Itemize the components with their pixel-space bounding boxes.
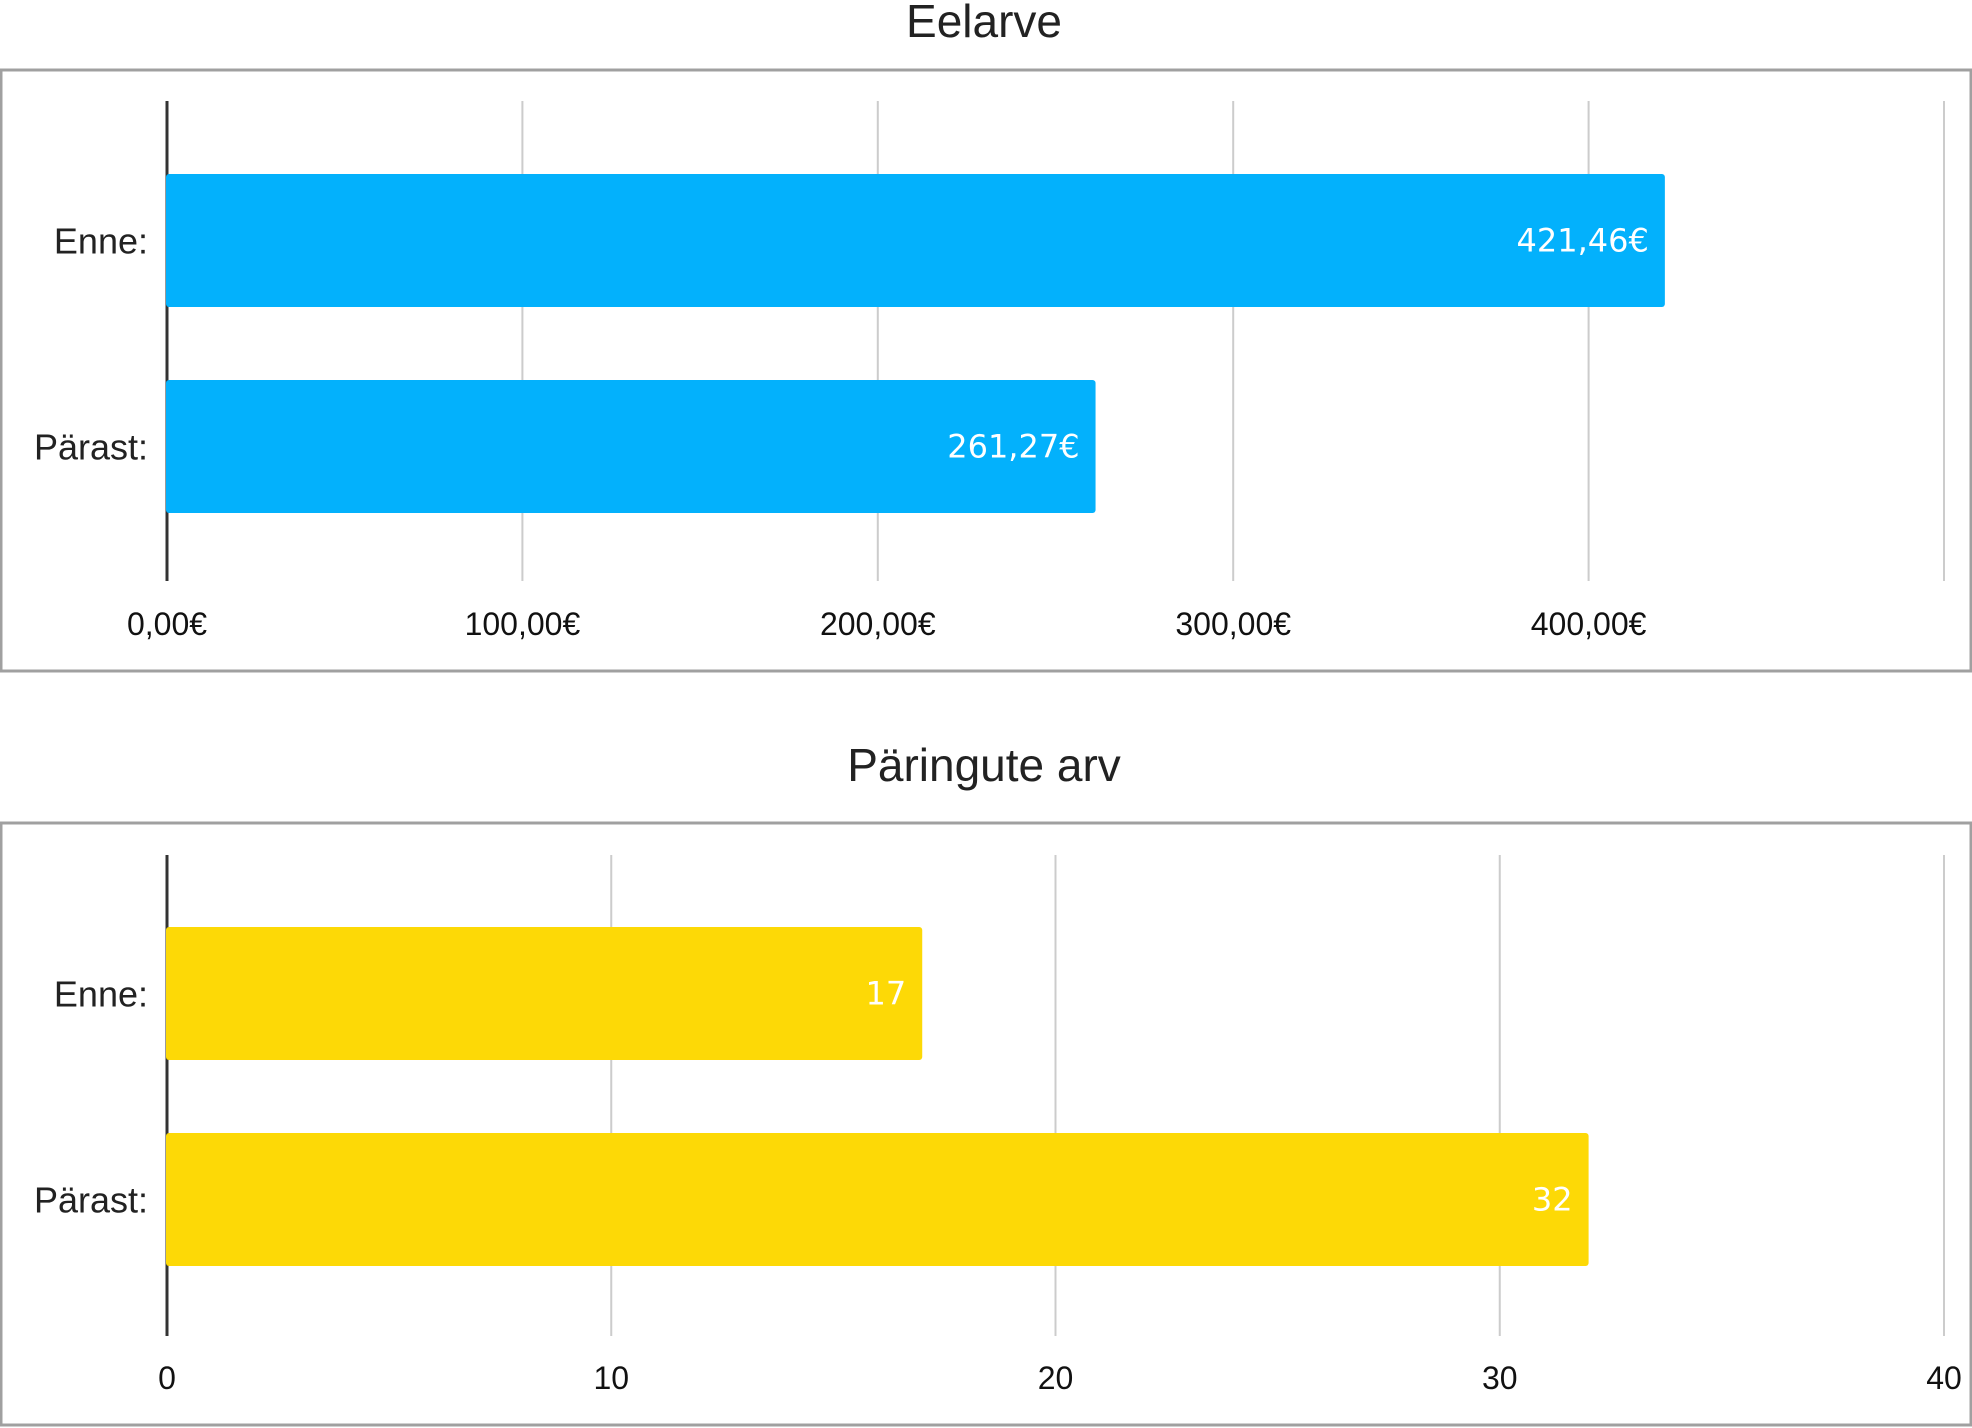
x-tick-label: 0 <box>158 1360 176 1396</box>
data-label: 32 <box>1532 1181 1573 1219</box>
x-tick-label: 100,00€ <box>465 606 581 642</box>
bar <box>166 380 1096 513</box>
data-label: 261,27€ <box>947 428 1079 466</box>
x-tick-label: 10 <box>593 1360 629 1396</box>
category-label: Enne: <box>54 974 148 1015</box>
chart-frame <box>0 68 1972 673</box>
data-label: 421,46€ <box>1517 222 1649 260</box>
x-tick-label: 200,00€ <box>820 606 936 642</box>
category-label: Pärast: <box>34 427 148 468</box>
x-tick-label: 40 <box>1926 1360 1962 1396</box>
category-labels: Enne: Pärast: <box>34 974 148 1221</box>
bars: 421,46€ 261,27€ <box>166 174 1665 513</box>
category-label: Enne: <box>54 221 148 262</box>
chart-title: Päringute arv <box>847 739 1121 791</box>
data-label: 17 <box>866 975 907 1013</box>
x-tick-label: 20 <box>1038 1360 1074 1396</box>
x-tick-label: 0,00€ <box>127 606 207 642</box>
chart-title: Eelarve <box>906 0 1062 47</box>
x-tick-labels: 0 10 20 30 40 <box>158 1360 1962 1396</box>
budget-chart: Eelarve 421,46€ 261,27€ Enne: Pärast: 0,00… <box>0 0 1972 673</box>
x-tick-label: 300,00€ <box>1175 606 1291 642</box>
x-tick-label: 30 <box>1482 1360 1518 1396</box>
category-label: Pärast: <box>34 1180 148 1221</box>
bar <box>166 1133 1589 1266</box>
bar <box>166 174 1665 307</box>
bar <box>166 927 923 1060</box>
category-labels: Enne: Pärast: <box>34 221 148 468</box>
chart-frame <box>0 821 1972 1427</box>
x-tick-labels: 0,00€ 100,00€ 200,00€ 300,00€ 400,00€ <box>127 606 1647 642</box>
x-tick-label: 400,00€ <box>1531 606 1647 642</box>
